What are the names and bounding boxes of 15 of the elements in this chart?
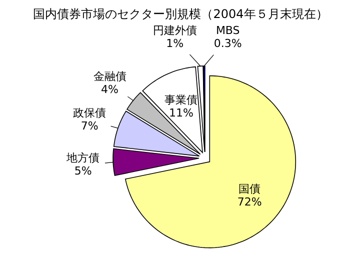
slice-label: 地方債 (66, 152, 100, 165)
slice-label: 円建外債 (152, 24, 197, 38)
data-label: 5% (74, 164, 92, 178)
slice-label: MBS (216, 24, 240, 38)
data-label: 72% (237, 195, 262, 208)
slice-label: 国債 (238, 182, 261, 196)
data-label: 1% (166, 37, 184, 50)
data-label: 4% (101, 82, 118, 96)
data-label: 7% (80, 119, 98, 132)
slice-label: 事業債 (164, 94, 198, 107)
slice-label: 政保債 (73, 106, 106, 120)
data-label: 11% (168, 106, 194, 120)
slice-label: 金融債 (93, 70, 126, 83)
data-label: 0.3% (214, 37, 242, 50)
chart-title: 国内債券市場のセクター別規模（2004年５月末現在） (33, 7, 328, 21)
